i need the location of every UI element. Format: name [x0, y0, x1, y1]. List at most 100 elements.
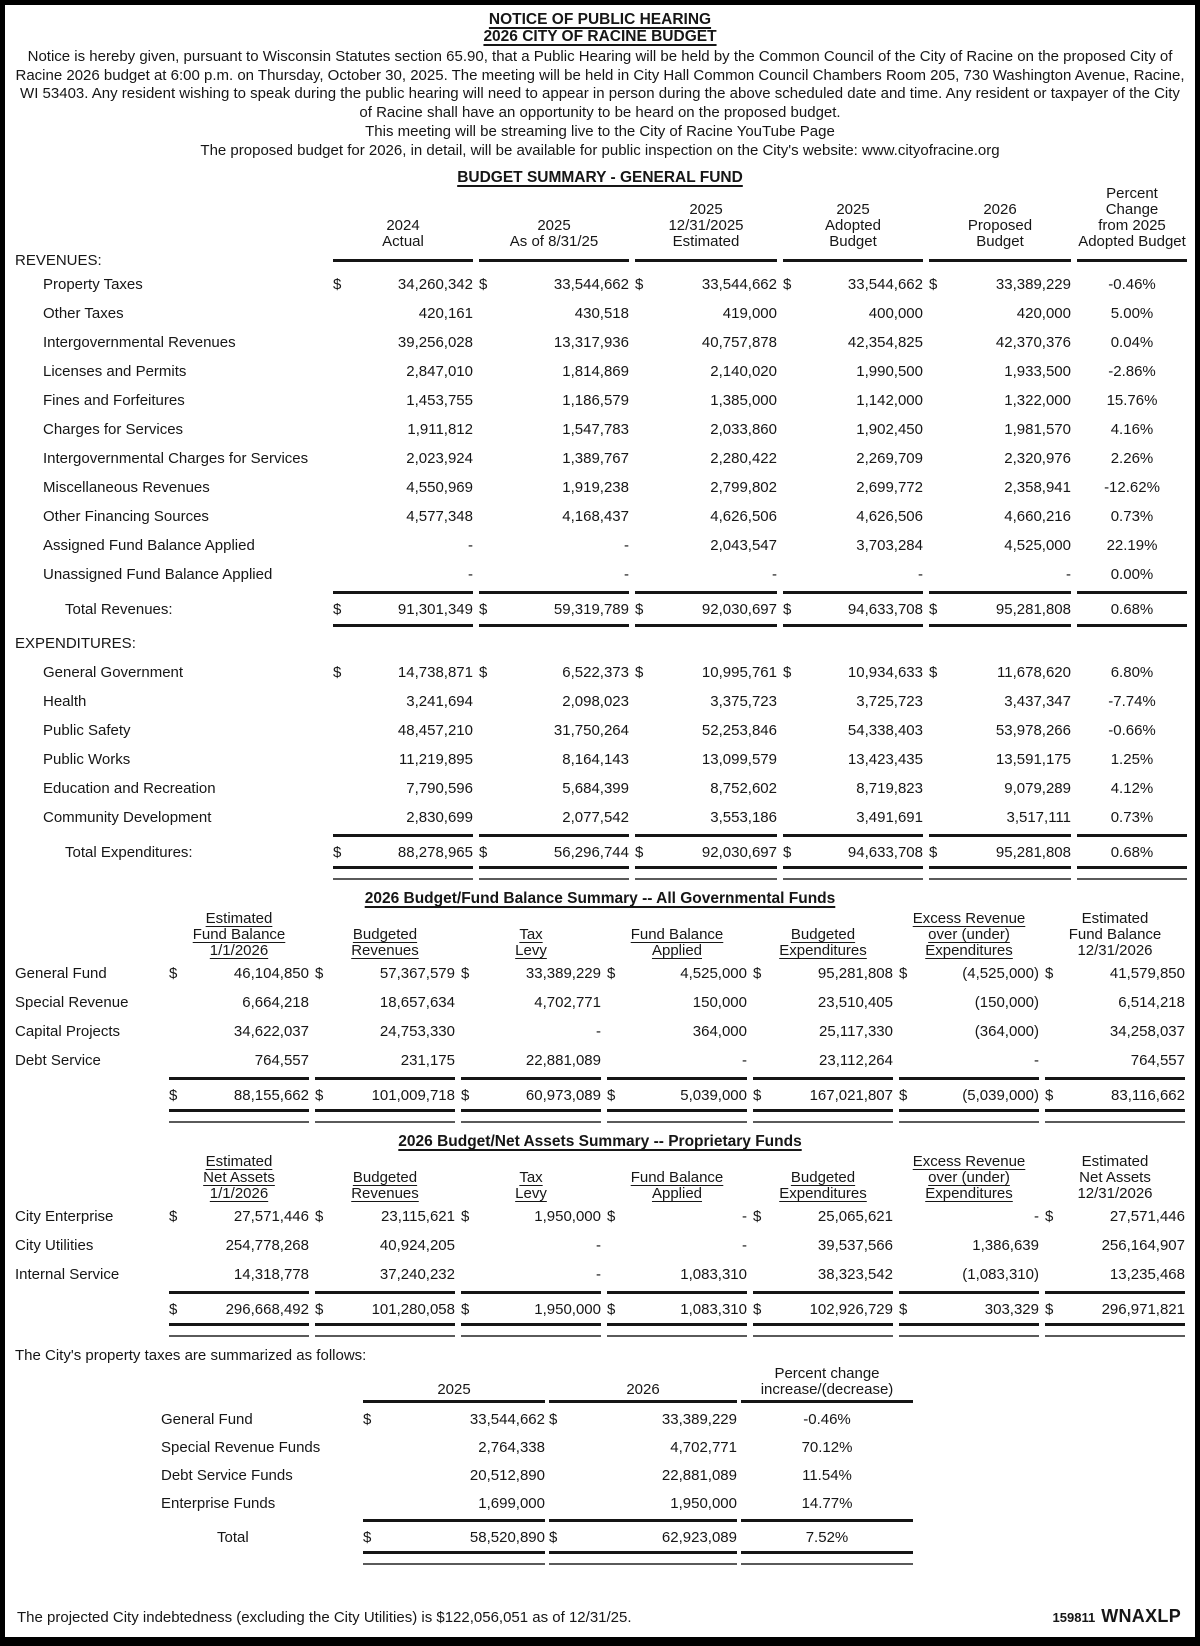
amount: 2,799,802	[710, 479, 777, 496]
col-header-tax-levy: Tax Levy	[461, 927, 601, 959]
amount: -	[918, 566, 923, 583]
header-line: As of 8/31/25	[509, 233, 599, 250]
double-rule-line	[169, 1108, 309, 1123]
money-cell: 3,725,723	[783, 693, 923, 710]
dollar-sign: $	[783, 276, 792, 293]
amount: 231,175	[400, 1052, 455, 1069]
amount: 4,168,437	[562, 508, 629, 525]
header-line: Estimated	[1081, 910, 1149, 927]
money-cell: 2,098,023	[479, 693, 629, 710]
double-rule-line	[461, 1322, 601, 1337]
col-header-fund-balance-applied: Fund Balance Applied	[607, 1170, 747, 1202]
table-row: General Fund $46,104,850 $57,367,579 $33…	[15, 959, 1185, 988]
header-line: Tax	[519, 1169, 543, 1186]
double-rule-line	[479, 865, 629, 880]
header-line: Revenues	[351, 942, 419, 959]
rule-line	[1045, 1077, 1185, 1080]
money-cell: 42,370,376	[929, 334, 1071, 351]
money-cell: $167,021,807	[753, 1087, 893, 1104]
dollar-sign: $	[461, 1208, 470, 1225]
row-label: General Government	[43, 664, 184, 681]
row-label: Unassigned Fund Balance Applied	[43, 566, 273, 583]
money-cell: 52,253,846	[635, 722, 777, 739]
money-cell: $296,971,821	[1045, 1301, 1185, 1318]
amount: 3,553,186	[710, 809, 777, 826]
table-row: Intergovernmental Charges for Services 2…	[15, 444, 1185, 473]
amount: 94,633,708	[847, 843, 923, 861]
amount: 2,098,023	[562, 693, 629, 710]
amount: -	[1066, 566, 1071, 583]
rule-line	[479, 258, 629, 262]
dollar-sign: $	[315, 1208, 324, 1225]
rule-line	[363, 1519, 545, 1522]
money-cell: 4,626,506	[783, 508, 923, 525]
rule-line	[783, 834, 923, 837]
header-line: Excess Revenue	[912, 910, 1026, 927]
header-line: Fund Balance	[1068, 926, 1162, 943]
rule-line	[549, 1519, 737, 1522]
amount: 2,764,338	[478, 1438, 545, 1456]
amount: 420,000	[1016, 305, 1071, 322]
dollar-sign: $	[315, 1300, 324, 1318]
amount: 8,752,602	[710, 780, 777, 797]
amount: 3,375,723	[710, 693, 777, 710]
col-header-percent-change: Percent Change from 2025 Adopted Budget	[1077, 186, 1187, 250]
rule-line	[169, 1291, 309, 1294]
gov-rows: General Fund $46,104,850 $57,367,579 $33…	[15, 959, 1185, 1075]
money-cell: 254,778,268	[169, 1237, 309, 1254]
amount: 1,186,579	[562, 392, 629, 409]
money-cell: 22,881,089	[461, 1052, 601, 1069]
amount: 58,520,890	[469, 1528, 545, 1546]
dollar-sign: $	[899, 965, 908, 982]
dollar-sign: $	[899, 1300, 908, 1318]
money-cell: 31,750,264	[479, 722, 629, 739]
amount: 1,385,000	[710, 392, 777, 409]
dollar-sign: $	[607, 1208, 616, 1225]
row-label: Miscellaneous Revenues	[43, 479, 210, 496]
table-row: Capital Projects 34,622,037 24,753,330 -…	[15, 1017, 1185, 1046]
amount: -	[624, 537, 629, 554]
money-cell: 1,322,000	[929, 392, 1071, 409]
dollar-sign: $	[753, 1300, 762, 1318]
money-cell: 4,550,969	[333, 479, 473, 496]
rule-line	[783, 624, 923, 627]
row-label: Property Taxes	[43, 276, 143, 293]
amount: 92,030,697	[701, 843, 777, 861]
header-line: 12/31/2025	[668, 217, 744, 234]
percent-cell: -2.86%	[1108, 363, 1156, 380]
dollar-sign: $	[461, 965, 470, 982]
table-row: Internal Service 14,318,778 37,240,232 -…	[15, 1260, 1185, 1289]
money-cell: 3,241,694	[333, 693, 473, 710]
amount: 4,525,000	[1004, 537, 1071, 554]
percent-cell: 15.76%	[1106, 392, 1158, 409]
money-cell: $ (4,525,000)	[899, 965, 1039, 982]
money-cell: $60,973,089	[461, 1087, 601, 1104]
money-cell: $33,544,662	[363, 1411, 545, 1428]
amount: 34,260,342	[397, 276, 473, 293]
header-line: Change	[1105, 201, 1159, 218]
tax-rows: General Fund $33,544,662 $33,389,229 -0.…	[15, 1405, 1185, 1517]
money-cell: $94,633,708	[783, 601, 923, 618]
money-cell: 2,320,976	[929, 450, 1071, 467]
amount: 254,778,268	[225, 1237, 309, 1254]
col-header-2025-asof: 2025 As of 8/31/25	[479, 218, 629, 250]
money-cell: $34,260,342	[333, 276, 473, 293]
money-cell: 13,591,175	[929, 751, 1071, 768]
amount: 4,577,348	[406, 508, 473, 525]
dollar-sign: $	[1045, 1300, 1054, 1318]
amount: 3,241,694	[406, 693, 473, 710]
dollar-sign: $	[635, 276, 644, 293]
money-cell: $1,950,000	[461, 1301, 601, 1318]
table-row: Unassigned Fund Balance Applied - - - - …	[15, 560, 1185, 589]
amount: 3,491,691	[856, 809, 923, 826]
money-cell: 5,684,399	[479, 780, 629, 797]
amount: 1,547,783	[562, 421, 629, 438]
money-cell: $46,104,850	[169, 965, 309, 982]
amount: 14,738,871	[397, 664, 473, 681]
money-cell: 22,881,089	[549, 1467, 737, 1484]
double-rule-line	[753, 1322, 893, 1337]
money-cell: $10,995,761	[635, 664, 777, 681]
amount: 1,814,869	[562, 363, 629, 380]
percent-cell: 2.26%	[1110, 450, 1154, 467]
amount: 22,881,089	[525, 1052, 601, 1069]
